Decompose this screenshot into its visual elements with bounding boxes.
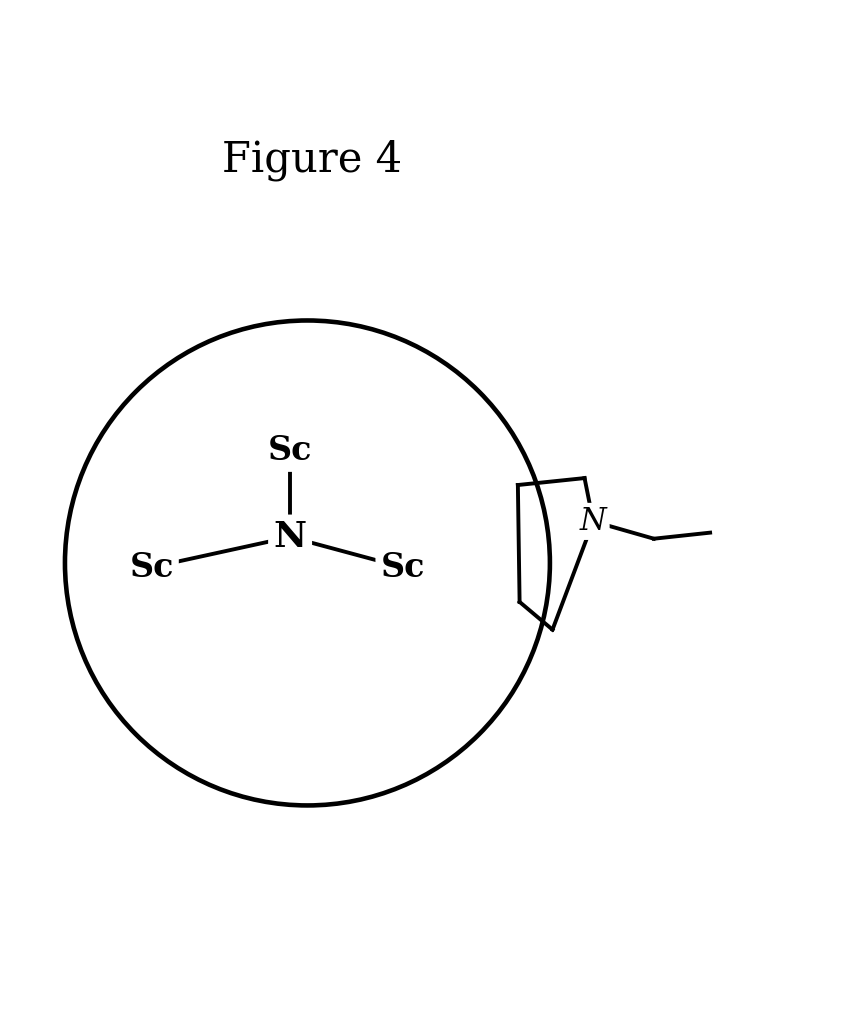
Text: Sc: Sc [129,551,174,584]
Text: Sc: Sc [380,551,425,584]
Text: Sc: Sc [268,434,313,467]
Text: Figure 4: Figure 4 [222,139,402,181]
Ellipse shape [65,321,550,805]
Text: N: N [580,506,606,537]
Text: N: N [274,520,307,554]
